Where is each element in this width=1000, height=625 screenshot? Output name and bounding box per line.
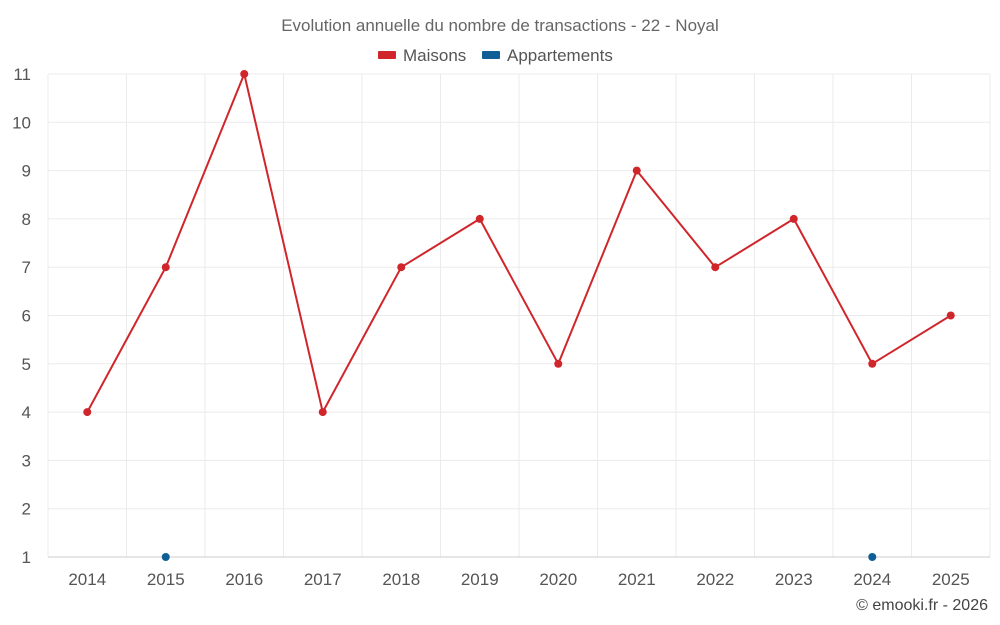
data-point-maisons-2021[interactable] [632, 166, 641, 175]
y-tick-label: 8 [22, 210, 31, 229]
y-tick-label: 4 [22, 403, 31, 422]
legend-label-appartements: Appartements [507, 46, 613, 65]
x-tick-label: 2023 [775, 570, 813, 589]
legend: Maisons Appartements [378, 46, 613, 65]
x-tick-label: 2014 [68, 570, 106, 589]
data-point-maisons-2023[interactable] [789, 214, 798, 223]
data-point-maisons-2022[interactable] [711, 263, 720, 272]
legend-swatch-appartements [482, 51, 500, 59]
data-point-maisons-2020[interactable] [554, 359, 563, 368]
data-point-maisons-2024[interactable] [868, 359, 877, 368]
x-tick-label: 2019 [461, 570, 499, 589]
series-appartements [161, 553, 877, 561]
credit-text: © emooki.fr - 2026 [856, 597, 988, 614]
data-point-maisons-2014[interactable] [83, 408, 92, 417]
data-point-maisons-2015[interactable] [161, 263, 170, 272]
legend-item-appartements[interactable]: Appartements [482, 46, 613, 65]
legend-item-maisons[interactable]: Maisons [378, 46, 466, 65]
x-tick-label: 2016 [225, 570, 263, 589]
x-tick-label: 2025 [932, 570, 970, 589]
x-tick-label: 2021 [618, 570, 656, 589]
legend-swatch-maisons [378, 51, 396, 59]
y-axis: 1 2 3 4 5 6 7 8 9 10 11 [12, 65, 31, 567]
data-point-maisons-2017[interactable] [318, 408, 327, 417]
y-tick-label: 7 [22, 258, 31, 277]
x-tick-label: 2018 [382, 570, 420, 589]
data-point-appartements-2015[interactable] [161, 553, 170, 561]
y-tick-label: 9 [22, 162, 31, 181]
y-tick-label: 1 [22, 548, 31, 567]
y-tick-label: 10 [12, 113, 31, 132]
y-tick-label: 11 [13, 65, 31, 84]
series-maisons [83, 70, 955, 417]
grid [47, 73, 991, 557]
y-tick-label: 2 [22, 500, 31, 519]
x-tick-label: 2020 [539, 570, 577, 589]
x-tick-label: 2024 [853, 570, 891, 589]
data-point-maisons-2025[interactable] [946, 311, 955, 320]
data-point-maisons-2016[interactable] [240, 70, 249, 78]
x-axis: 2014 2015 2016 2017 2018 2019 2020 2021 2022 2023… [48, 556, 990, 589]
y-tick-label: 3 [22, 451, 31, 470]
legend-label-maisons: Maisons [403, 46, 466, 65]
data-point-appartements-2024[interactable] [868, 553, 877, 561]
chart-title: Evolution annuelle du nombre de transact… [281, 16, 719, 35]
data-point-maisons-2018[interactable] [397, 263, 406, 272]
series-line-maisons [86, 73, 952, 414]
data-point-maisons-2019[interactable] [475, 214, 484, 223]
x-tick-label: 2017 [304, 570, 342, 589]
y-tick-label: 5 [22, 355, 31, 374]
series-layer [83, 70, 955, 561]
x-tick-label: 2015 [147, 570, 185, 589]
x-tick-label: 2022 [696, 570, 734, 589]
y-tick-label: 6 [22, 307, 31, 326]
